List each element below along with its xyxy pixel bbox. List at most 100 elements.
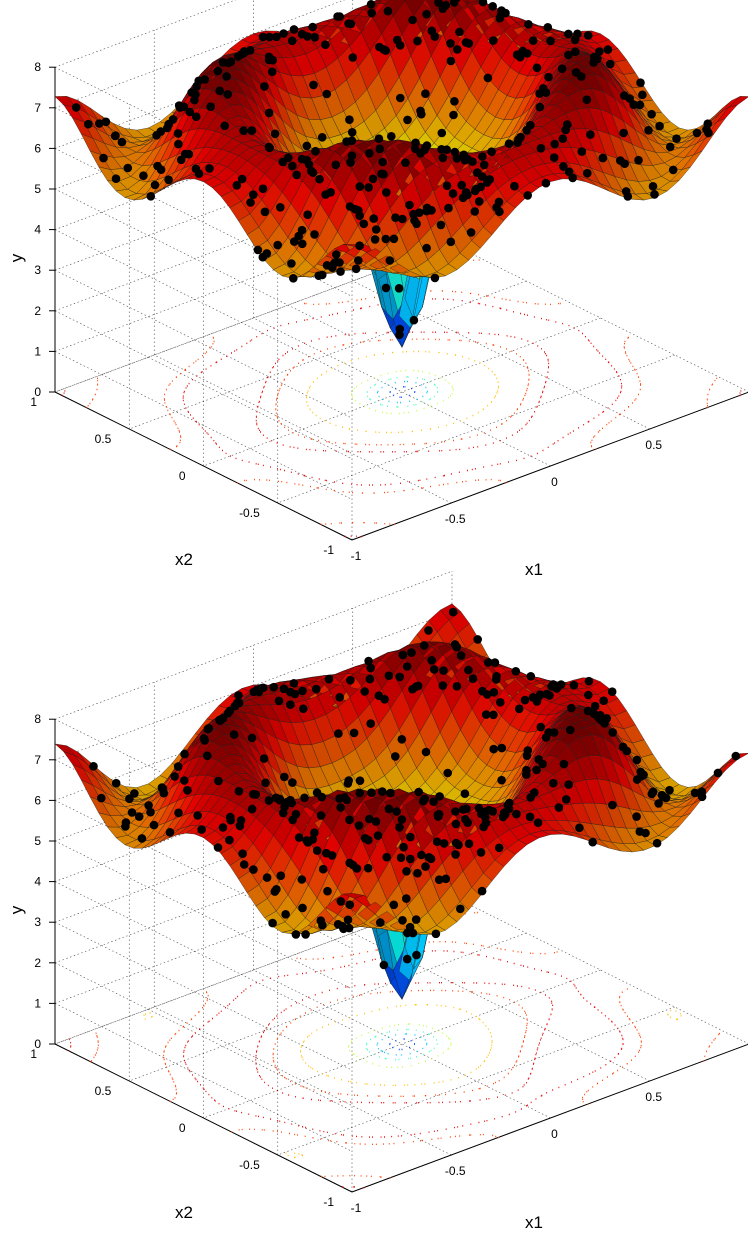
sample-point <box>394 284 404 293</box>
sample-point <box>323 886 332 896</box>
grid-line <box>54 351 353 500</box>
sample-point <box>297 29 307 39</box>
sample-point <box>536 722 546 732</box>
x2-tick-label: -1 <box>323 543 334 557</box>
sample-point <box>365 674 375 684</box>
sample-point <box>234 691 243 700</box>
sample-point <box>421 862 430 871</box>
x2-tick-label: 0.5 <box>95 1084 112 1098</box>
sample-point <box>484 805 494 815</box>
sample-point <box>600 719 609 728</box>
sample-point <box>326 188 336 197</box>
sample-point <box>448 607 458 617</box>
sample-point <box>302 155 312 165</box>
grid-line <box>203 317 601 467</box>
sample-point <box>345 815 354 825</box>
sample-point <box>637 771 646 781</box>
sample-point <box>434 875 444 884</box>
contour-line <box>366 1028 438 1061</box>
sample-point <box>268 918 277 928</box>
x1-tick-label: -0.5 <box>445 1164 466 1178</box>
contour-line <box>90 911 720 1179</box>
x1-tick-label: 0 <box>551 475 558 489</box>
sample-point <box>316 811 326 820</box>
sample-point <box>288 815 298 825</box>
sample-point <box>577 72 586 81</box>
sample-point <box>382 852 392 862</box>
sample-point <box>476 848 486 857</box>
sample-point <box>395 823 404 832</box>
sample-point <box>269 682 279 692</box>
z-tick-label: 0 <box>34 1037 41 1051</box>
x2-tick-label: 0 <box>179 1121 186 1135</box>
sample-point <box>387 132 396 141</box>
sample-point <box>351 264 361 274</box>
sample-point <box>246 198 255 207</box>
z-axis-label: y <box>7 253 26 262</box>
sample-point <box>352 864 362 873</box>
sample-point <box>450 97 459 106</box>
sample-point <box>258 32 268 42</box>
sample-point <box>374 134 384 143</box>
sample-point <box>430 32 440 41</box>
grid-line <box>54 229 353 378</box>
sample-point <box>481 710 491 719</box>
sample-point <box>525 812 535 822</box>
sample-point <box>487 147 496 156</box>
sample-point <box>654 799 663 808</box>
z-tick-label: 2 <box>34 304 41 318</box>
sample-point <box>220 121 229 131</box>
sample-point <box>474 197 484 206</box>
sample-point <box>97 793 106 803</box>
sample-point <box>373 831 383 840</box>
sample-point <box>438 681 448 690</box>
sample-point <box>652 838 662 848</box>
sample-point <box>117 137 127 147</box>
sample-point <box>315 174 324 184</box>
sample-point <box>533 818 543 827</box>
sample-point <box>421 747 431 757</box>
sample-point <box>204 724 213 733</box>
sample-point <box>164 175 173 185</box>
contour-line <box>348 1023 452 1068</box>
sample-point <box>345 115 354 124</box>
sample-point <box>284 153 293 163</box>
sample-point <box>523 49 532 58</box>
sample-point <box>435 792 444 801</box>
z-tick-label: 7 <box>34 753 41 767</box>
sample-point <box>174 101 184 110</box>
sample-point <box>286 700 295 709</box>
sample-point <box>123 163 133 173</box>
sample-point <box>408 928 418 938</box>
sample-point <box>310 828 319 837</box>
sample-point <box>634 155 643 165</box>
sample-point <box>249 865 258 874</box>
sample-point <box>349 728 359 738</box>
sample-point <box>515 52 525 62</box>
sample-point <box>101 117 111 127</box>
grid-line <box>54 895 453 1045</box>
sample-point <box>366 663 376 673</box>
x2-axis-label: x2 <box>175 1203 193 1222</box>
sample-point <box>446 56 456 66</box>
sample-point <box>267 67 277 77</box>
sample-point <box>99 153 108 163</box>
sample-point <box>665 785 674 795</box>
sample-point <box>335 12 345 21</box>
sample-point <box>301 930 310 939</box>
sample-point <box>259 754 269 763</box>
sample-point <box>226 815 235 825</box>
sample-point <box>287 36 297 46</box>
sample-point <box>385 256 395 265</box>
sample-point <box>456 651 466 660</box>
sample-point <box>608 800 617 810</box>
sample-point <box>554 803 564 812</box>
sample-point <box>479 160 489 170</box>
sample-point <box>395 41 405 50</box>
sample-point <box>511 667 521 676</box>
sample-point <box>317 133 327 142</box>
sample-point <box>405 200 414 210</box>
sample-point <box>245 46 255 55</box>
sample-point <box>434 0 443 7</box>
sample-point <box>471 184 481 194</box>
